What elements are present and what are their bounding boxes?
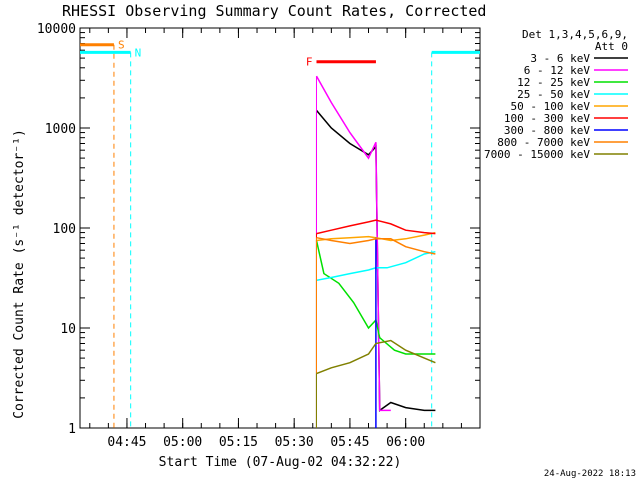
x-tick-label: 05:30 [275, 435, 314, 450]
legend-header-2: Att 0 [595, 40, 628, 53]
legend-label: 7000 - 15000 keV [484, 148, 590, 161]
series-line [316, 219, 436, 235]
footer-date: 24-Aug-2022 18:13 [544, 469, 636, 479]
x-tick-label: 06:00 [386, 435, 425, 450]
annotation-label: F [306, 56, 313, 69]
y-tick-label: 10000 [37, 22, 76, 37]
y-axis-label: Corrected Count Rate (s⁻¹ detector⁻¹) [12, 129, 27, 419]
legend-header-1: Det 1,3,4,5,6,9, [522, 28, 628, 41]
x-tick-label: 05:45 [330, 435, 369, 450]
x-tick-label: 04:45 [107, 435, 146, 450]
legend-label: 100 - 300 keV [504, 112, 590, 125]
x-axis-label: Start Time (07-Aug-02 04:32:22) [159, 455, 402, 470]
y-axis-ticks: 1 10 100 1000 10000 [37, 22, 480, 437]
y-tick-label: 100 [53, 222, 76, 237]
chart-title: RHESSI Observing Summary Count Rates, Co… [62, 2, 486, 20]
series-line [316, 236, 436, 255]
y-tick-label: 1000 [45, 122, 76, 137]
annotation-label: N [135, 46, 142, 59]
legend-label: 25 - 50 keV [517, 88, 590, 101]
legend-label: 12 - 25 keV [517, 76, 590, 89]
series-line [316, 339, 436, 375]
legend-label: 6 - 12 keV [524, 64, 591, 77]
legend-label: 3 - 6 keV [530, 52, 590, 65]
series-line [315, 75, 391, 412]
plot-frame [79, 27, 481, 429]
x-axis-ticks: 04:45 05:00 05:15 05:30 05:45 06:00 [89, 28, 462, 450]
annotations: SN F [80, 39, 480, 428]
legend-label: 800 - 7000 keV [497, 136, 590, 149]
x-tick-label: 05:15 [219, 435, 258, 450]
x-tick-label: 05:00 [163, 435, 202, 450]
y-tick-label: 10 [60, 322, 76, 337]
legend-label: 300 - 800 keV [504, 124, 590, 137]
annotation-label: S [118, 39, 125, 52]
series-lines [315, 75, 436, 428]
legend-label: 50 - 100 keV [511, 100, 591, 113]
y-tick-label: 1 [68, 422, 76, 437]
